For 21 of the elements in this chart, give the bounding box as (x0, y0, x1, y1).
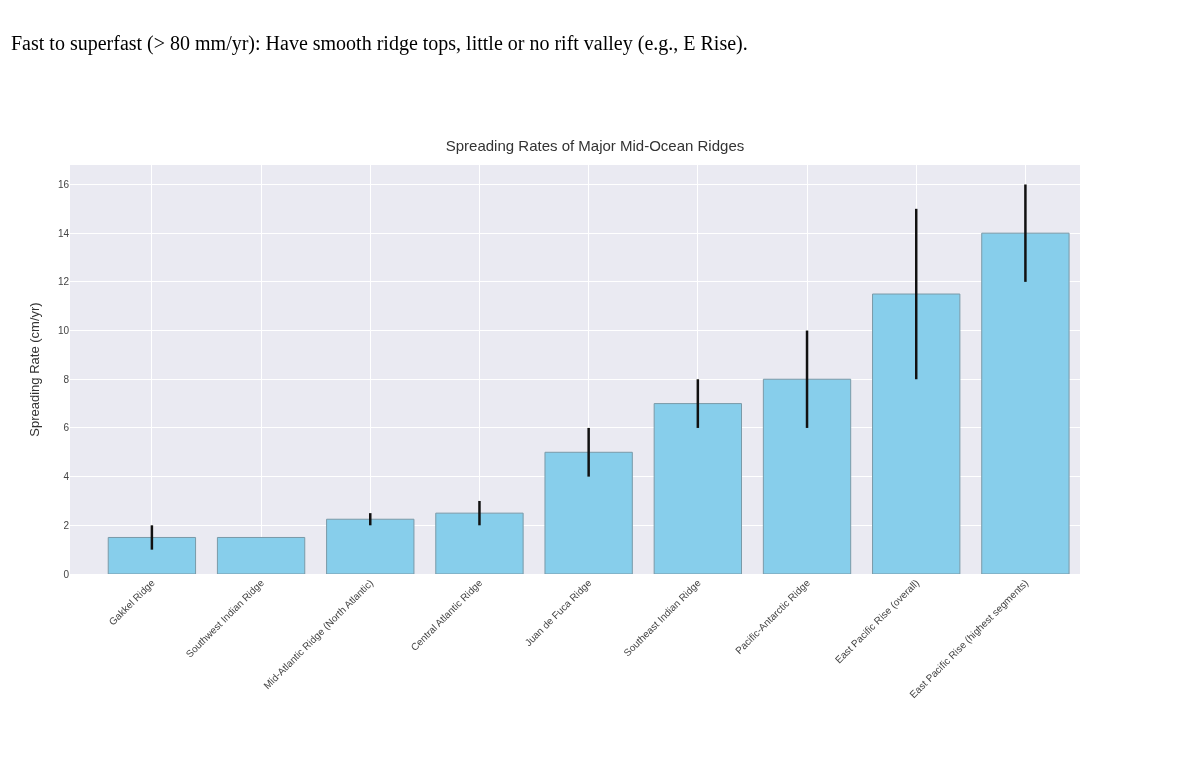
y-tick-label: 8 (63, 373, 70, 385)
y-tick-label: 2 (63, 519, 70, 531)
bar (981, 232, 1070, 574)
chart-title: Spreading Rates of Major Mid-Ocean Ridges (445, 136, 745, 154)
bar (216, 536, 306, 574)
y-tick-label: 4 (63, 471, 70, 483)
bar (326, 518, 415, 574)
y-tick-label: 0 (63, 568, 70, 580)
bar (435, 512, 524, 574)
y-tick-label: 10 (57, 325, 70, 337)
y-tick-label: 6 (63, 422, 70, 434)
y-tick-label: 12 (57, 276, 70, 288)
bar (107, 536, 197, 574)
bar (762, 378, 852, 574)
bar (872, 293, 961, 574)
bar (653, 403, 743, 574)
y-axis-title: Spreading Rate (cm/yr) (26, 302, 42, 437)
text: Fast to superfast (> 80 mm/yr): Have smooth ridge tops, little or no rift valley (e.g., E Rise). (11, 32, 748, 55)
y-tick-label: 14 (57, 227, 70, 239)
y-tick-label: 16 (57, 178, 70, 190)
bar (544, 451, 633, 574)
